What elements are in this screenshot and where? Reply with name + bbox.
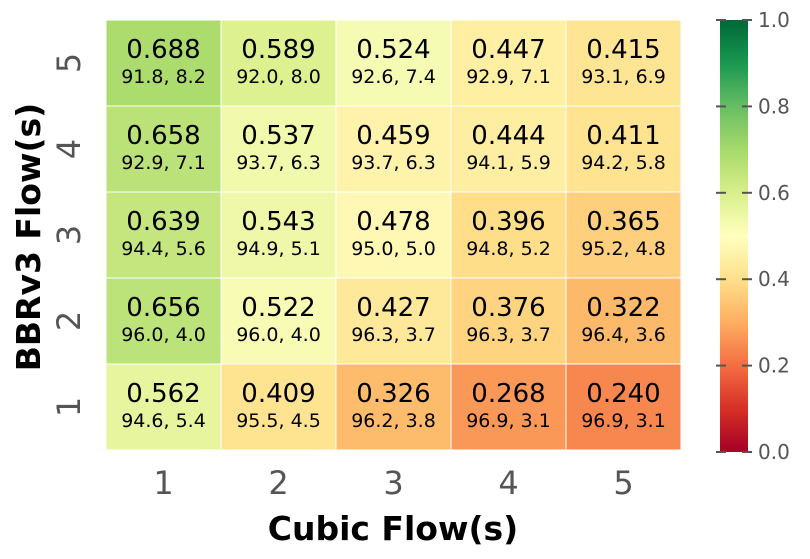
x-axis-ticks: 1 2 3 4 5 (153, 464, 633, 502)
heatmap-cell (105, 105, 222, 193)
y-axis-ticks: 1 2 3 4 5 (50, 53, 88, 417)
y-tick-label: 4 (50, 139, 88, 159)
cell-value-label: 0.415 (586, 35, 660, 65)
heatmap-cell (565, 277, 682, 365)
heatmap-cell (220, 277, 337, 365)
cell-sub-label: 93.7, 6.3 (236, 152, 321, 174)
cell-sub-label: 93.7, 6.3 (351, 152, 436, 174)
cell-value-label: 0.537 (241, 121, 315, 151)
heatmap-cell (565, 191, 682, 279)
x-tick-label: 4 (498, 464, 518, 502)
cell-value-label: 0.524 (356, 35, 430, 65)
y-tick-label: 3 (50, 225, 88, 245)
cell-sub-label: 95.5, 4.5 (236, 410, 321, 432)
cell-sub-label: 96.2, 3.8 (351, 410, 436, 432)
cell-value-label: 0.656 (126, 293, 200, 323)
heatmap-cell (220, 19, 337, 107)
cell-sub-label: 96.9, 3.1 (466, 410, 551, 432)
heatmap-cell (565, 19, 682, 107)
heatmap-cell (335, 277, 452, 365)
cell-value-label: 0.459 (356, 121, 430, 151)
x-tick-label: 5 (613, 464, 633, 502)
heatmap-cell (105, 363, 222, 451)
colorbar-tick-label: 0.6 (758, 181, 790, 205)
colorbar-tick-label: 0.0 (758, 440, 790, 464)
cell-value-label: 0.522 (241, 293, 315, 323)
cell-sub-label: 92.6, 7.4 (351, 66, 436, 88)
cell-sub-label: 94.6, 5.4 (121, 410, 206, 432)
cell-sub-label: 91.8, 8.2 (121, 66, 206, 88)
cell-value-label: 0.658 (126, 121, 200, 151)
cell-value-label: 0.322 (586, 293, 660, 323)
x-tick-label: 1 (153, 464, 173, 502)
colorbar-tick-label: 0.2 (758, 354, 790, 378)
cell-sub-label: 92.9, 7.1 (466, 66, 551, 88)
cell-value-label: 0.326 (356, 379, 430, 409)
cell-sub-label: 95.0, 5.0 (351, 238, 436, 260)
heatmap-cell (565, 105, 682, 193)
cell-value-label: 0.427 (356, 293, 430, 323)
cell-sub-label: 92.9, 7.1 (121, 152, 206, 174)
heatmap-cell (450, 105, 567, 193)
cell-value-label: 0.268 (471, 379, 545, 409)
heatmap-cell (565, 363, 682, 451)
cell-value-label: 0.396 (471, 207, 545, 237)
cell-sub-label: 96.4, 3.6 (581, 324, 666, 346)
colorbar-tick-label: 0.8 (758, 94, 790, 118)
heatmap-cell (335, 19, 452, 107)
heatmap-cell (105, 277, 222, 365)
cell-value-label: 0.444 (471, 121, 545, 151)
cell-value-label: 0.447 (471, 35, 545, 65)
cell-sub-label: 94.2, 5.8 (581, 152, 666, 174)
heatmap-cell (220, 363, 337, 451)
heatmap-cell (450, 277, 567, 365)
cell-value-label: 0.589 (241, 35, 315, 65)
cell-value-label: 0.639 (126, 207, 200, 237)
cell-value-label: 0.562 (126, 379, 200, 409)
cell-sub-label: 96.0, 4.0 (236, 324, 321, 346)
y-tick-label: 1 (50, 397, 88, 417)
cell-value-label: 0.688 (126, 35, 200, 65)
colorbar-tick-label: 1.0 (758, 8, 790, 32)
x-axis-label: Cubic Flow(s) (268, 509, 519, 548)
cell-sub-label: 93.1, 6.9 (581, 66, 666, 88)
cell-sub-label: 94.1, 5.9 (466, 152, 551, 174)
cell-value-label: 0.411 (586, 121, 660, 151)
cell-sub-label: 94.8, 5.2 (466, 238, 551, 260)
cell-value-label: 0.478 (356, 207, 430, 237)
cell-sub-label: 95.2, 4.8 (581, 238, 666, 260)
cell-sub-label: 92.0, 8.0 (236, 66, 321, 88)
cell-sub-label: 94.9, 5.1 (236, 238, 321, 260)
heatmap-cell (335, 105, 452, 193)
cell-sub-label: 96.3, 3.7 (351, 324, 436, 346)
heatmap-cell (105, 19, 222, 107)
colorbar (720, 20, 748, 452)
heatmap-cell (335, 191, 452, 279)
cell-value-label: 0.240 (586, 379, 660, 409)
colorbar-ticks: 0.0 0.2 0.4 0.6 0.8 1.0 (716, 8, 790, 464)
heatmap-cell (450, 363, 567, 451)
cell-value-label: 0.376 (471, 293, 545, 323)
cell-sub-label: 94.4, 5.6 (121, 238, 206, 260)
heatmap-cell (220, 191, 337, 279)
colorbar-tick-label: 0.4 (758, 267, 790, 291)
y-tick-label: 2 (50, 311, 88, 331)
cell-value-label: 0.365 (586, 207, 660, 237)
y-axis-label: BBRv3 Flow(s) (9, 103, 48, 372)
y-tick-label: 5 (50, 53, 88, 73)
cell-sub-label: 96.9, 3.1 (581, 410, 666, 432)
heatmap-cell (220, 105, 337, 193)
x-tick-label: 3 (383, 464, 403, 502)
x-tick-label: 2 (268, 464, 288, 502)
cell-value-label: 0.409 (241, 379, 315, 409)
cell-sub-label: 96.3, 3.7 (466, 324, 551, 346)
cell-sub-label: 96.0, 4.0 (121, 324, 206, 346)
cell-value-label: 0.543 (241, 207, 315, 237)
